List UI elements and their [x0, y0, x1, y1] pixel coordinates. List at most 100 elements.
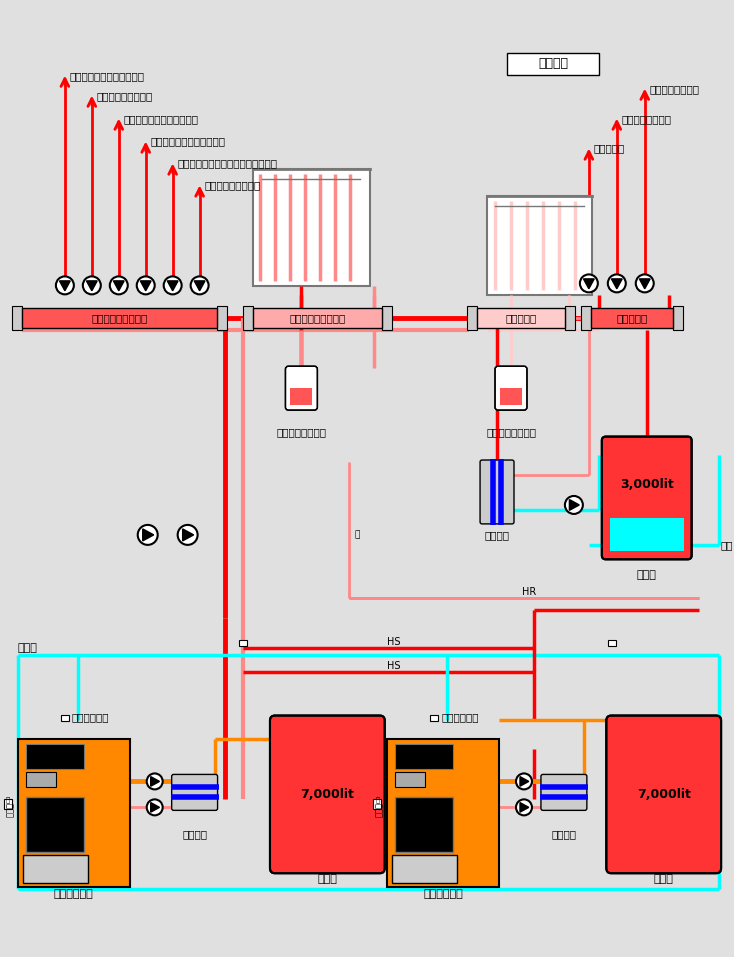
Text: HS: HS	[388, 660, 401, 671]
Circle shape	[138, 524, 158, 545]
Text: 住民センター系統（暖房）: 住民センター系統（暖房）	[150, 137, 226, 146]
Text: 消火栓: 消火栓	[375, 802, 384, 817]
Bar	[239, 639, 247, 646]
Bar	[487, 195, 592, 296]
Bar	[22, 308, 217, 328]
Polygon shape	[520, 777, 528, 787]
Text: 将来用予備（暖房）: 将来用予備（暖房）	[205, 181, 261, 190]
Circle shape	[164, 277, 181, 295]
Polygon shape	[142, 529, 153, 541]
Bar	[395, 745, 453, 769]
Bar	[252, 168, 370, 286]
Text: 蓄熱槽: 蓄熱槽	[317, 875, 338, 884]
Text: 熱交換器: 熱交換器	[182, 830, 207, 839]
Bar	[26, 797, 84, 853]
Bar	[217, 306, 227, 330]
Polygon shape	[570, 500, 579, 510]
Text: 蓄熱槽: 蓄熱槽	[654, 875, 674, 884]
Text: 密閉式膨張タンク: 密閉式膨張タンク	[486, 427, 536, 437]
Text: 3,000lit: 3,000lit	[620, 478, 674, 491]
Bar	[610, 519, 683, 551]
Bar	[591, 308, 672, 328]
Bar	[608, 639, 616, 646]
Text: 消火栓: 消火栓	[5, 802, 15, 817]
FancyBboxPatch shape	[172, 774, 217, 811]
Text: 集住化エリア住宅: 集住化エリア住宅	[650, 84, 700, 94]
Text: 給湯系統: 給湯系統	[538, 57, 568, 70]
Polygon shape	[584, 278, 595, 289]
Polygon shape	[639, 278, 650, 289]
Polygon shape	[520, 803, 528, 812]
Circle shape	[147, 773, 163, 790]
Text: 住民センター系統: 住民センター系統	[622, 114, 672, 123]
Text: HS: HS	[388, 636, 401, 647]
Circle shape	[191, 277, 208, 295]
FancyBboxPatch shape	[286, 367, 317, 411]
Circle shape	[147, 799, 163, 815]
Circle shape	[580, 275, 597, 292]
Text: 無圧式温水機: 無圧式温水機	[424, 889, 463, 900]
Circle shape	[83, 277, 101, 295]
Text: 還ヘッダー: 還ヘッダー	[506, 313, 537, 323]
Text: コミュニティセンター系統（暖房）: コミュニティセンター系統（暖房）	[178, 159, 277, 168]
Text: 熱交換器: 熱交換器	[551, 830, 576, 839]
Polygon shape	[167, 281, 178, 291]
Bar	[430, 715, 438, 721]
Bar	[392, 856, 457, 883]
Text: 補給水電磁弁: 補給水電磁弁	[72, 713, 109, 723]
Bar	[26, 745, 84, 769]
FancyBboxPatch shape	[270, 716, 385, 873]
Bar	[374, 799, 381, 810]
Text: 山びこ学園（暖房・給湯）: 山びこ学園（暖房・給湯）	[70, 71, 145, 80]
Text: 補給水電磁弁: 補給水電磁弁	[441, 713, 479, 723]
Text: 温室ハウス（暖房）: 温室ハウス（暖房）	[97, 91, 153, 100]
Bar	[242, 306, 252, 330]
Text: 無圧式温水機: 無圧式温水機	[54, 889, 94, 900]
Bar	[61, 715, 69, 721]
FancyBboxPatch shape	[602, 436, 691, 559]
Circle shape	[636, 275, 654, 292]
Text: 貯湯槽: 貯湯槽	[637, 569, 657, 580]
Bar	[507, 53, 599, 75]
Polygon shape	[87, 281, 97, 291]
Text: HR: HR	[522, 587, 536, 597]
Circle shape	[608, 275, 626, 292]
Text: 7,000lit: 7,000lit	[637, 788, 691, 801]
Text: 口: 口	[375, 796, 379, 803]
Bar	[4, 799, 12, 810]
Polygon shape	[183, 529, 194, 541]
Text: 温水ヘッダー（還）: 温水ヘッダー（還）	[289, 313, 346, 323]
Circle shape	[178, 524, 197, 545]
Bar	[252, 308, 382, 328]
Polygon shape	[140, 281, 151, 291]
Bar	[291, 389, 313, 405]
FancyBboxPatch shape	[541, 774, 587, 811]
Bar	[388, 740, 499, 887]
Polygon shape	[611, 278, 622, 289]
Bar	[672, 306, 683, 330]
Polygon shape	[150, 803, 159, 812]
Circle shape	[110, 277, 128, 295]
Bar	[477, 308, 565, 328]
Polygon shape	[195, 281, 205, 291]
FancyBboxPatch shape	[606, 716, 721, 873]
Circle shape	[516, 773, 532, 790]
Text: 密閉式膨張タンク: 密閉式膨張タンク	[277, 427, 327, 437]
Bar	[500, 389, 522, 405]
Bar	[565, 306, 575, 330]
Bar	[23, 856, 88, 883]
Polygon shape	[150, 777, 159, 787]
Polygon shape	[59, 281, 70, 291]
FancyBboxPatch shape	[495, 367, 527, 411]
Bar	[395, 772, 425, 788]
Text: 熱交換器: 熱交換器	[484, 530, 509, 540]
Bar	[18, 740, 130, 887]
Bar	[382, 306, 392, 330]
Text: 口: 口	[6, 796, 10, 803]
Circle shape	[56, 277, 74, 295]
Text: 集住化エリア住宅（暖房）: 集住化エリア住宅（暖房）	[124, 114, 199, 123]
Bar	[26, 772, 56, 788]
Circle shape	[137, 277, 155, 295]
Text: 往ヘッダー: 往ヘッダー	[616, 313, 647, 323]
Bar	[581, 306, 591, 330]
